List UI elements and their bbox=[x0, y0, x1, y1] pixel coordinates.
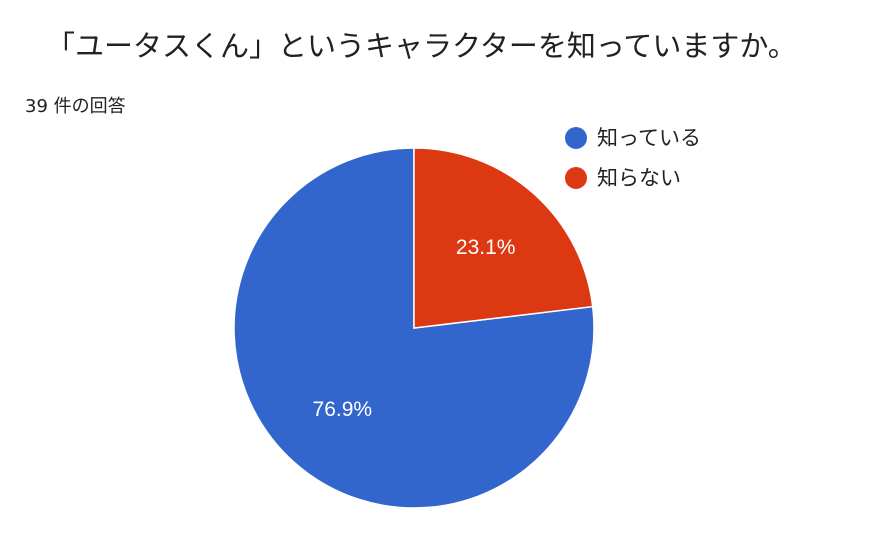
response-count: 39 件の回答 bbox=[25, 96, 126, 117]
question-title: 「ユータスくん」というキャラクターを知っていますか。 bbox=[46, 29, 797, 63]
pie-slice-known[interactable] bbox=[233, 147, 595, 509]
legend-swatch-unknown bbox=[565, 167, 587, 189]
pie-label-unknown: 23.1% bbox=[456, 236, 516, 259]
chart-legend: 知っている 知らない bbox=[565, 118, 701, 198]
legend-item-known[interactable]: 知っている bbox=[565, 118, 701, 158]
pie-slice-unknown[interactable] bbox=[413, 147, 594, 329]
pie-label-known: 76.9% bbox=[313, 398, 373, 421]
legend-swatch-known bbox=[565, 127, 587, 149]
legend-label-unknown: 知らない bbox=[597, 166, 681, 190]
legend-label-known: 知っている bbox=[597, 126, 701, 150]
legend-item-unknown[interactable]: 知らない bbox=[565, 158, 701, 198]
